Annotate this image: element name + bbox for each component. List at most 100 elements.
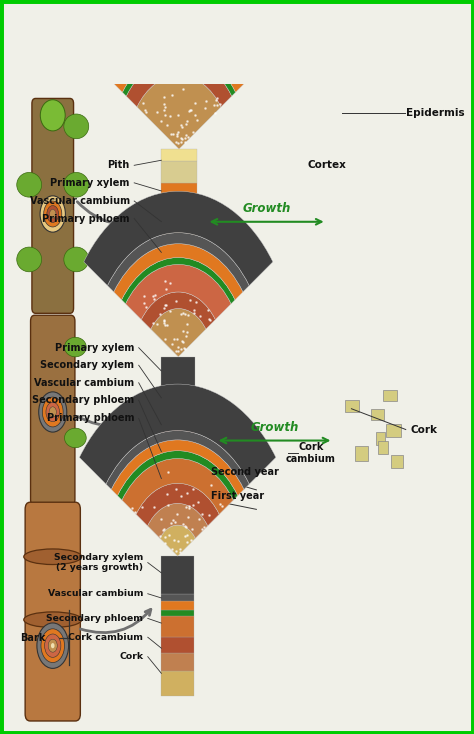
Wedge shape [106,431,249,490]
Text: Vascular cambium: Vascular cambium [34,378,134,388]
Wedge shape [122,258,235,304]
Circle shape [37,623,69,669]
Wedge shape [108,233,249,292]
Text: Cortex: Cortex [307,160,346,170]
Text: Cork: Cork [410,424,438,435]
Wedge shape [126,264,231,319]
Text: Secondary phloem: Secondary phloem [46,614,143,623]
Bar [391,455,403,468]
Circle shape [42,397,63,427]
Text: Cork cambium: Cork cambium [68,633,143,642]
Circle shape [46,402,60,422]
FancyBboxPatch shape [30,316,75,506]
Bar [161,610,194,617]
Bar [161,636,194,653]
Circle shape [49,407,56,417]
Bar [161,670,194,696]
Text: Vascular cambium: Vascular cambium [48,589,143,598]
Circle shape [51,643,55,648]
Wedge shape [151,308,206,357]
Text: Growth: Growth [236,0,284,3]
Wedge shape [118,451,238,500]
Wedge shape [122,50,236,96]
Bar [378,441,388,454]
Text: Cork
cambium: Cork cambium [286,442,336,464]
Bar [161,204,197,222]
FancyBboxPatch shape [32,98,73,313]
Ellipse shape [24,549,82,564]
Ellipse shape [64,428,86,448]
Wedge shape [84,192,273,286]
Ellipse shape [64,114,89,139]
Bar [161,556,194,594]
Circle shape [48,639,57,653]
Text: Epidermis: Epidermis [406,109,465,118]
Text: Primary phloem: Primary phloem [47,413,134,424]
Bar [161,392,195,401]
Circle shape [47,206,59,222]
Bar [355,446,368,462]
FancyBboxPatch shape [25,502,81,721]
Text: First year: First year [211,491,264,501]
Bar [376,432,385,445]
Bar [161,413,195,419]
Text: Growth: Growth [243,202,291,215]
Wedge shape [141,292,215,329]
Ellipse shape [64,247,89,272]
Circle shape [44,201,62,227]
Wedge shape [114,244,243,300]
Circle shape [41,629,64,663]
Bar [161,198,197,204]
Bar [161,149,197,161]
Text: Primary phloem: Primary phloem [42,214,130,224]
Bar [161,161,197,184]
Wedge shape [136,483,219,526]
Circle shape [40,196,65,232]
Ellipse shape [40,100,65,131]
Text: Bark: Bark [19,633,45,642]
Bar [161,222,197,288]
Wedge shape [122,459,233,515]
Wedge shape [111,440,244,495]
Ellipse shape [64,172,89,197]
Wedge shape [92,0,266,69]
Bar [371,409,383,420]
Wedge shape [80,384,276,484]
Text: Primary xylem: Primary xylem [50,178,130,188]
Wedge shape [100,10,258,83]
Bar [386,424,401,437]
Bar [161,443,195,457]
Text: Pith: Pith [108,160,130,170]
Bar [161,653,194,670]
Bar [161,617,194,636]
Wedge shape [147,504,208,538]
Wedge shape [113,34,245,92]
Text: Second year: Second year [211,467,279,476]
Text: Secondary phloem: Secondary phloem [32,396,134,405]
Text: Secondary xylem
(2 years growth): Secondary xylem (2 years growth) [54,553,143,573]
Bar [161,184,197,198]
Ellipse shape [24,612,82,628]
Bar [161,457,195,498]
Wedge shape [160,525,195,556]
Text: Secondary xylem: Secondary xylem [40,360,134,370]
Bar [161,419,195,443]
Bar [345,400,359,412]
Text: Primary xylem: Primary xylem [55,343,134,353]
Bar [383,390,397,401]
Text: Growth: Growth [250,421,299,434]
Text: Cork: Cork [119,653,143,661]
Bar [161,357,195,392]
Text: Vascular cambium: Vascular cambium [29,196,130,206]
Wedge shape [137,76,221,149]
Wedge shape [126,57,232,107]
Circle shape [39,392,67,432]
Bar [161,401,195,413]
Circle shape [45,634,61,658]
Bar [161,594,194,601]
Circle shape [50,209,56,219]
Ellipse shape [17,172,42,197]
Ellipse shape [17,247,42,272]
Bar [161,601,194,610]
Ellipse shape [64,338,86,357]
